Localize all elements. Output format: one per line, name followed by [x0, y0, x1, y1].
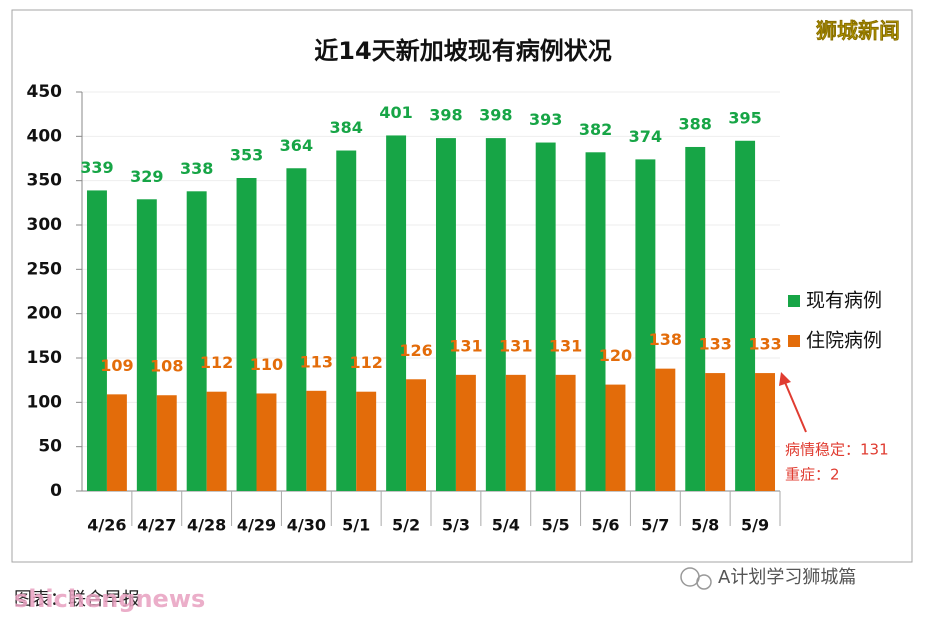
- bar: [386, 135, 407, 492]
- data-label: 110: [250, 355, 283, 374]
- bar: [106, 394, 127, 491]
- bar: [86, 190, 107, 492]
- y-tick-label: 350: [27, 171, 63, 191]
- data-label: 133: [748, 335, 781, 354]
- data-label: 112: [349, 353, 382, 372]
- bar: [735, 140, 756, 491]
- bar: [356, 391, 377, 491]
- y-tick-label: 300: [27, 215, 63, 235]
- x-tick-label: 4/27: [137, 516, 176, 535]
- bar: [455, 374, 476, 491]
- data-label: 126: [399, 341, 432, 360]
- annotation-arrowhead: [779, 372, 791, 386]
- bar: [336, 150, 357, 491]
- data-label: 398: [429, 106, 462, 125]
- data-label: 395: [728, 108, 761, 127]
- bar: [555, 374, 576, 491]
- data-label: 108: [150, 357, 183, 376]
- x-tick-label: 5/4: [492, 516, 520, 535]
- footer-source: 图表：联合早报: [14, 589, 140, 610]
- bar: [585, 152, 606, 491]
- x-tick-label: 5/2: [392, 516, 420, 535]
- x-tick-label: 5/7: [641, 516, 669, 535]
- x-tick-label: 4/28: [187, 516, 226, 535]
- bar: [635, 159, 656, 492]
- bar: [505, 374, 526, 491]
- bar: [605, 384, 626, 491]
- legend-label: 现有病例: [806, 290, 882, 312]
- bar: [256, 393, 277, 491]
- x-tick-label: 5/1: [342, 516, 370, 535]
- x-tick-label: 4/29: [237, 516, 276, 535]
- legend-swatch: [788, 295, 800, 307]
- data-label: 388: [679, 114, 712, 133]
- x-tick-label: 5/9: [741, 516, 769, 535]
- data-label: 374: [629, 127, 662, 146]
- bar: [535, 142, 556, 492]
- data-label: 120: [599, 346, 632, 365]
- data-label: 353: [230, 146, 263, 165]
- bar: [186, 191, 207, 491]
- x-tick-label: 4/30: [287, 516, 326, 535]
- watermark: 狮城新闻: [816, 19, 900, 43]
- annotation-arrow: [783, 379, 807, 433]
- bar: [755, 373, 776, 491]
- bar: [435, 138, 456, 491]
- y-tick-label: 200: [27, 304, 63, 324]
- data-label: 131: [449, 336, 482, 355]
- bar: [306, 390, 327, 491]
- account-icon: [696, 574, 712, 590]
- data-label: 131: [549, 336, 582, 355]
- data-label: 401: [379, 103, 412, 122]
- data-label: 109: [100, 356, 133, 375]
- legend-swatch: [788, 335, 800, 347]
- data-label: 384: [330, 118, 363, 137]
- x-tick-label: 5/3: [442, 516, 470, 535]
- annotation: 病情稳定：131: [785, 441, 889, 459]
- y-tick-label: 150: [27, 348, 63, 368]
- x-tick-label: 5/8: [691, 516, 719, 535]
- data-label: 112: [200, 353, 233, 372]
- y-tick-label: 100: [27, 392, 63, 412]
- y-tick-label: 250: [27, 259, 63, 279]
- bar: [406, 379, 427, 491]
- x-tick-label: 5/6: [591, 516, 619, 535]
- bar: [705, 373, 726, 491]
- y-tick-label: 400: [27, 126, 63, 146]
- y-tick-label: 0: [50, 481, 62, 501]
- footer-overlay: shichengnews: [14, 585, 205, 613]
- y-tick-label: 50: [38, 437, 62, 457]
- bar: [206, 391, 227, 491]
- annotation: 重症：2: [785, 466, 840, 484]
- data-label: 398: [479, 106, 512, 125]
- y-tick-label: 450: [27, 82, 63, 102]
- data-label: 364: [280, 136, 313, 155]
- x-tick-label: 4/26: [87, 516, 126, 535]
- bar: [156, 395, 177, 491]
- bar: [236, 178, 257, 492]
- data-label: 382: [579, 120, 612, 139]
- bar: [685, 146, 706, 491]
- data-label: 393: [529, 110, 562, 129]
- data-label: 113: [300, 352, 333, 371]
- x-tick-label: 5/5: [542, 516, 570, 535]
- data-label: 339: [80, 158, 113, 177]
- data-label: 133: [698, 335, 731, 354]
- data-label: 131: [499, 336, 532, 355]
- chart-title: 近14天新加坡现有病例状况: [314, 37, 611, 65]
- data-label: 329: [130, 167, 163, 186]
- data-label: 138: [649, 330, 682, 349]
- data-label: 338: [180, 159, 213, 178]
- account-icon: [680, 567, 700, 587]
- footer-account: A计划学习狮城篇: [718, 567, 856, 588]
- bar: [136, 199, 157, 491]
- bar: [286, 168, 307, 491]
- legend-label: 住院病例: [806, 330, 882, 352]
- bar: [485, 138, 506, 491]
- bar: [655, 368, 676, 491]
